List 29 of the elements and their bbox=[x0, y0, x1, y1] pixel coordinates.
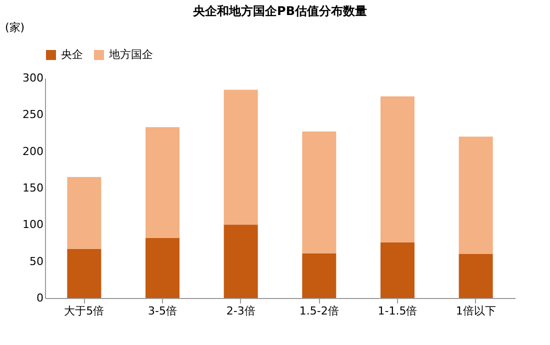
x-tick-label: 1倍以下 bbox=[456, 304, 496, 318]
bar bbox=[146, 238, 180, 298]
bar bbox=[67, 248, 102, 298]
bar bbox=[302, 253, 336, 298]
bar bbox=[224, 90, 258, 225]
bar bbox=[380, 242, 414, 298]
y-tick-label: 100 bbox=[22, 218, 44, 232]
y-tick-label: 50 bbox=[30, 254, 44, 268]
bar bbox=[302, 132, 336, 254]
x-tick-label: 大于5倍 bbox=[64, 304, 104, 318]
bar bbox=[458, 136, 493, 254]
legend-label: 央企 bbox=[61, 48, 83, 61]
y-tick-label: 200 bbox=[22, 144, 44, 158]
x-tick-label: 1.5-2倍 bbox=[299, 304, 339, 318]
x-tick-label: 2-3倍 bbox=[226, 304, 256, 318]
x-tick-label: 1-1.5倍 bbox=[378, 304, 418, 318]
chart-title: 央企和地方国企PB估值分布数量 bbox=[193, 4, 367, 18]
bar bbox=[67, 177, 102, 249]
x-tick-label: 3-5倍 bbox=[148, 304, 177, 318]
y-axis-title: (家) bbox=[5, 21, 25, 34]
bar bbox=[458, 254, 493, 298]
legend-label: 地方国企 bbox=[108, 48, 153, 61]
bar bbox=[146, 127, 180, 238]
bar bbox=[224, 224, 258, 298]
y-tick-label: 250 bbox=[22, 108, 44, 122]
y-tick-label: 150 bbox=[22, 182, 44, 194]
y-tick-label: 300 bbox=[22, 72, 44, 84]
bar bbox=[380, 96, 414, 242]
y-tick-label: 0 bbox=[36, 292, 44, 304]
